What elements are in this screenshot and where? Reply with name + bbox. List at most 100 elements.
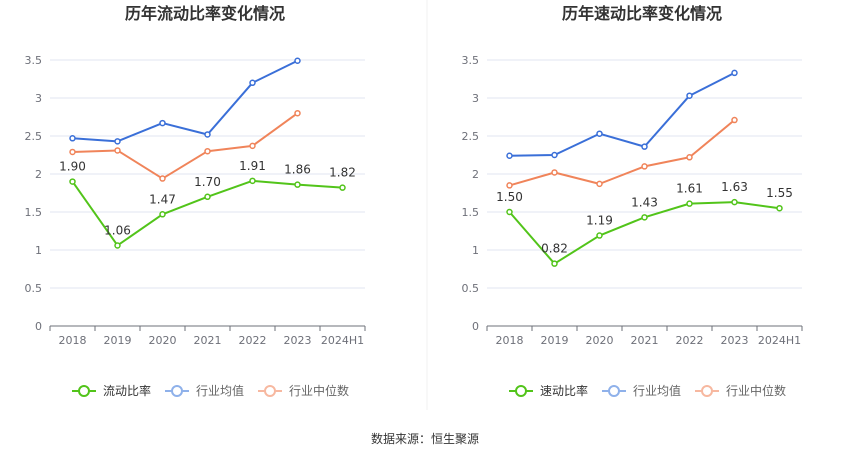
data-label: 1.63 [721, 180, 748, 194]
x-tick-label: 2022 [676, 334, 704, 347]
y-tick-label: 2 [472, 168, 479, 181]
legend-item-industry-median[interactable]: 行业中位数 [258, 383, 349, 398]
data-point-primary[interactable] [641, 214, 648, 221]
data-label: 1.06 [104, 223, 131, 237]
data-point-industry-avg[interactable] [731, 69, 738, 77]
legend-item-industry-avg[interactable]: 行业均值 [165, 383, 244, 398]
data-point-primary[interactable] [339, 184, 346, 191]
y-tick-label: 0 [35, 320, 42, 333]
data-point-industry-avg[interactable] [114, 138, 121, 145]
x-tick-label: 2020 [149, 334, 177, 347]
data-point-industry-avg[interactable] [506, 152, 513, 160]
legend-marker-icon [78, 385, 90, 397]
data-point-primary[interactable] [294, 181, 301, 188]
y-tick-label: 3.5 [462, 54, 480, 67]
y-tick-label: 1.5 [462, 206, 480, 219]
legend-marker-icon [264, 385, 276, 397]
x-tick-label: 2019 [104, 334, 132, 347]
current-ratio-chart: 历年流动比率变化情况 0 0.5 1 1.5 2 2.5 3 3.5 2018 2019 2020 20… [25, 4, 366, 398]
data-label: 1.70 [194, 175, 221, 189]
x-tick-label: 2018 [59, 334, 87, 347]
data-point-primary[interactable] [249, 177, 256, 185]
x-tick-label: 2024H1 [321, 334, 364, 347]
legend-marker-icon [171, 385, 183, 397]
legend-item-primary[interactable]: 速动比率 [509, 383, 588, 398]
data-label: 1.50 [496, 190, 523, 204]
y-tick-label: 2.5 [25, 130, 43, 143]
data-point-primary[interactable] [731, 198, 738, 206]
y-tick-label: 3 [35, 92, 42, 105]
data-point-primary[interactable] [69, 178, 76, 185]
data-point-primary[interactable] [114, 242, 121, 249]
data-point-industry-median[interactable] [686, 154, 693, 161]
y-tick-label: 0.5 [25, 282, 43, 295]
y-tick-label: 1 [35, 244, 42, 257]
data-point-industry-median[interactable] [641, 163, 648, 170]
data-label: 1.55 [766, 186, 793, 200]
x-tick-label: 2020 [586, 334, 614, 347]
data-point-industry-median[interactable] [159, 175, 166, 182]
legend-item-industry-median[interactable]: 行业中位数 [695, 383, 786, 398]
source-label: 数据来源：恒生聚源 [371, 431, 479, 446]
data-point-industry-avg[interactable] [641, 143, 648, 150]
y-tick-label: 1 [472, 244, 479, 257]
series-line-industry-median [509, 119, 736, 187]
data-label: 1.61 [676, 182, 703, 196]
data-point-industry-median[interactable] [294, 109, 301, 117]
data-point-industry-avg[interactable] [69, 135, 76, 142]
y-tick-label: 3 [472, 92, 479, 105]
data-point-industry-avg[interactable] [596, 130, 603, 137]
y-tick-label: 2.5 [462, 130, 480, 143]
series-line-industry-avg [509, 72, 735, 157]
y-tick-label: 1.5 [25, 206, 43, 219]
data-point-primary[interactable] [506, 208, 513, 216]
data-point-primary[interactable] [204, 193, 211, 201]
x-tick-label: 2019 [541, 334, 569, 347]
chart-title: 历年流动比率变化情况 [125, 4, 285, 23]
data-point-industry-median[interactable] [731, 116, 738, 124]
data-point-industry-median[interactable] [551, 169, 558, 176]
y-tick-label: 0 [472, 320, 479, 333]
data-label: 1.91 [239, 159, 266, 173]
data-point-industry-avg[interactable] [686, 92, 693, 99]
data-point-industry-avg[interactable] [204, 131, 211, 138]
legend-marker-icon [701, 385, 713, 397]
x-tick-label: 2023 [284, 334, 312, 347]
series-line-industry-avg [72, 59, 298, 143]
legend-label: 行业中位数 [726, 383, 786, 398]
data-label: 1.19 [586, 214, 613, 228]
data-label: 1.47 [149, 192, 176, 206]
data-point-primary[interactable] [686, 200, 693, 207]
data-point-industry-median[interactable] [596, 180, 603, 188]
legend-item-industry-avg[interactable]: 行业均值 [602, 383, 681, 398]
data-label: 1.82 [329, 166, 356, 180]
legend-marker-icon [608, 385, 620, 397]
data-point-industry-avg[interactable] [159, 119, 166, 127]
data-point-industry-median[interactable] [506, 182, 513, 189]
quick-ratio-chart: 历年速动比率变化情况 0 0.5 1 1.5 2 2.5 3 3.5 2018 2019 2020 20… [462, 4, 803, 398]
data-point-industry-median[interactable] [249, 142, 256, 150]
data-point-industry-median[interactable] [204, 147, 211, 155]
legend-label: 行业均值 [196, 383, 244, 398]
legend-item-primary[interactable]: 流动比率 [72, 383, 151, 398]
data-point-industry-median[interactable] [114, 147, 121, 154]
x-tick-label: 2021 [194, 334, 222, 347]
x-tick-label: 2024H1 [758, 334, 801, 347]
data-point-primary[interactable] [596, 232, 603, 239]
data-label: 1.90 [59, 160, 86, 174]
data-point-industry-avg[interactable] [551, 151, 558, 159]
y-tick-label: 0.5 [462, 282, 480, 295]
x-tick-label: 2021 [631, 334, 659, 347]
data-label: 0.82 [541, 242, 568, 256]
legend-label: 行业中位数 [289, 383, 349, 398]
data-point-industry-avg[interactable] [294, 57, 301, 65]
series-line-industry-median [72, 112, 299, 180]
data-point-primary[interactable] [551, 260, 558, 267]
x-tick-label: 2018 [496, 334, 524, 347]
data-point-primary[interactable] [776, 204, 783, 212]
data-point-industry-median[interactable] [69, 148, 76, 156]
data-point-industry-avg[interactable] [249, 79, 256, 87]
data-label: 1.86 [284, 163, 311, 177]
data-point-primary[interactable] [159, 211, 166, 218]
chart-title: 历年速动比率变化情况 [562, 4, 722, 23]
